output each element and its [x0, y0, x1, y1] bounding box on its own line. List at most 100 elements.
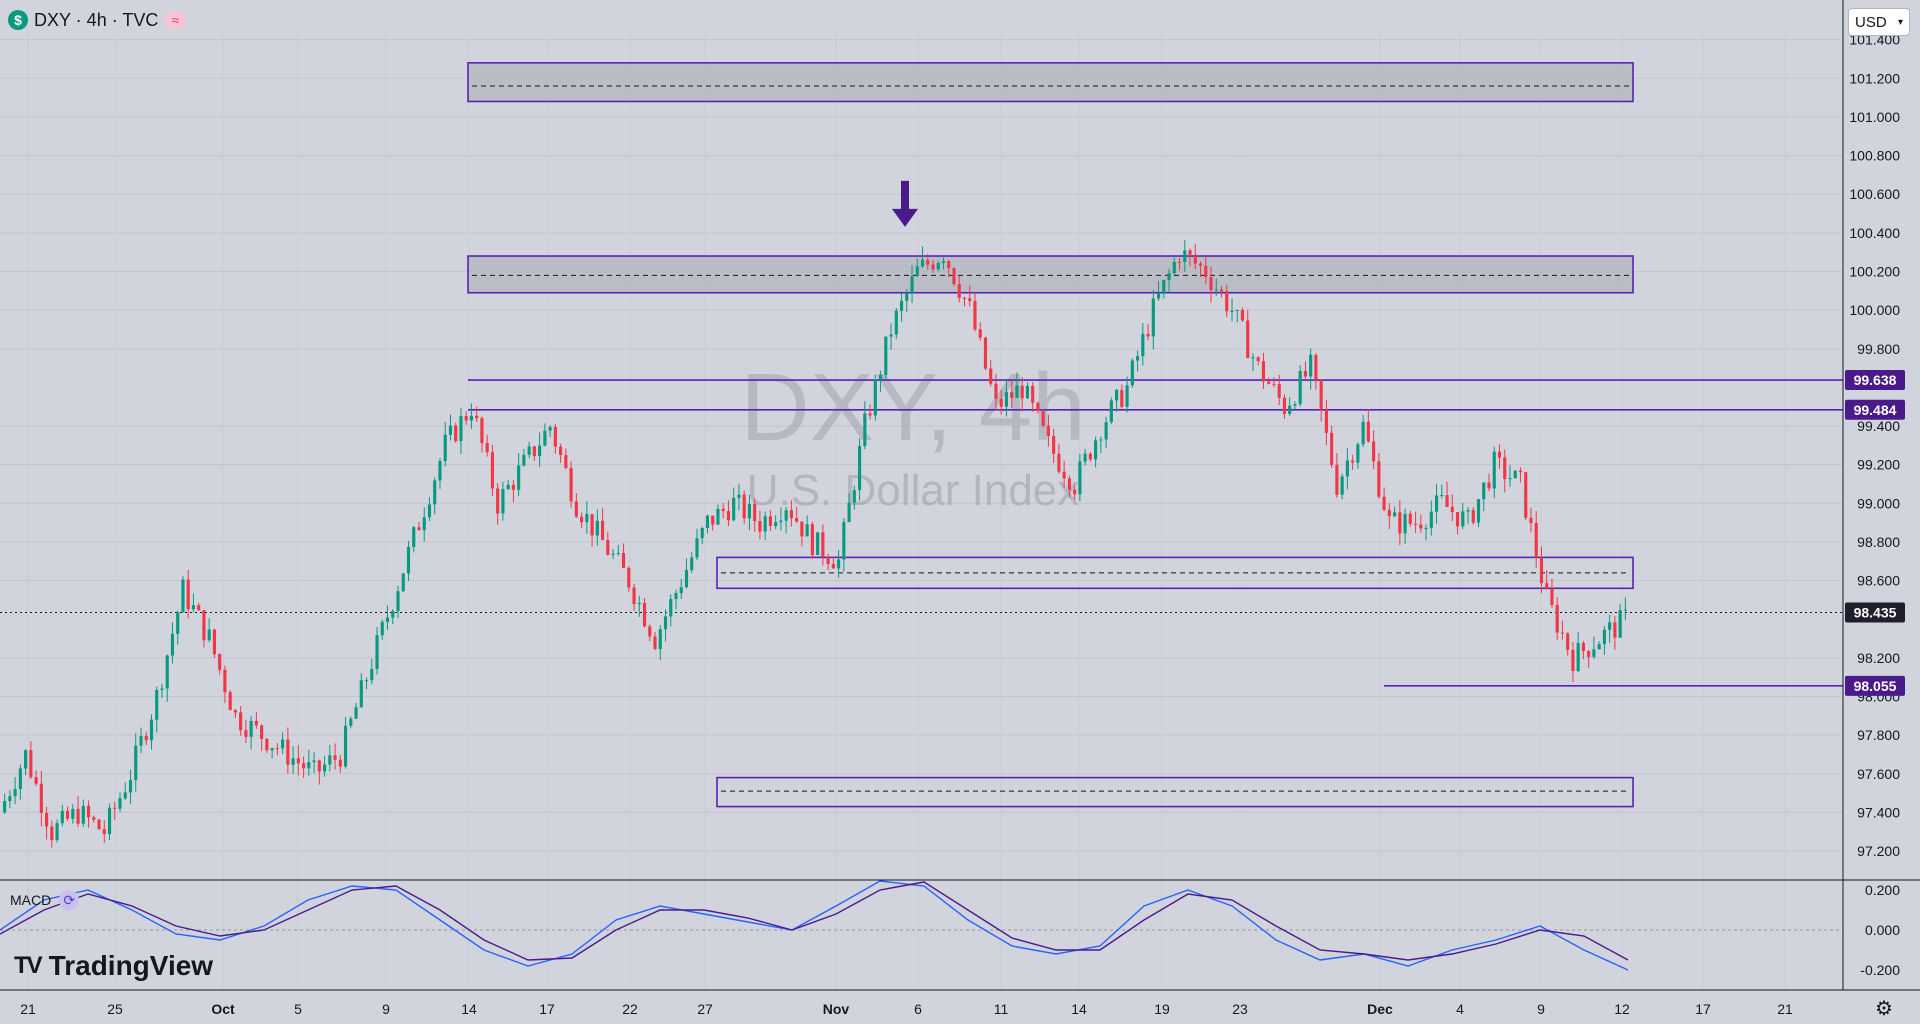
- candle-body: [868, 413, 872, 416]
- candle-body: [128, 779, 133, 793]
- candle-body: [1429, 511, 1433, 528]
- candle-body: [711, 515, 715, 525]
- candle-body: [758, 521, 762, 532]
- symbol-title[interactable]: DXY · 4h · TVC: [34, 9, 159, 30]
- macd-tick-label: 0.200: [1865, 882, 1900, 898]
- candle-body: [464, 416, 468, 421]
- y-tick-label: 97.200: [1857, 843, 1900, 859]
- candle-body: [1073, 489, 1077, 495]
- candle-body: [1592, 649, 1596, 657]
- candle-body: [134, 745, 138, 780]
- candle-body: [1597, 644, 1601, 650]
- candle-body: [24, 750, 28, 769]
- candle-body: [695, 538, 699, 558]
- candle-body: [155, 690, 159, 720]
- y-tick-label: 98.600: [1857, 573, 1900, 589]
- candle-body: [684, 570, 689, 588]
- candle-body: [637, 602, 641, 605]
- refresh-icon[interactable]: ⟳: [59, 890, 80, 910]
- candle-body: [1230, 310, 1234, 312]
- candle-body: [401, 573, 405, 592]
- candle-body: [354, 707, 358, 719]
- watermark-title: DXY, 4h: [740, 354, 1085, 461]
- candle-body: [1104, 422, 1108, 440]
- y-tick-label: 99.400: [1857, 418, 1900, 434]
- candle-body: [338, 759, 342, 767]
- candle-body: [1335, 464, 1339, 495]
- candle-body: [1151, 298, 1155, 337]
- candle-body: [805, 524, 809, 537]
- candle-body: [889, 334, 893, 337]
- candle-body: [1476, 499, 1481, 523]
- x-tick-label: Oct: [211, 1001, 235, 1017]
- candle-body: [396, 591, 400, 612]
- candle-body: [779, 520, 783, 523]
- zone-box[interactable]: [716, 556, 1634, 590]
- macd-legend[interactable]: MACD ⟳: [10, 890, 80, 910]
- candle-body: [55, 823, 59, 841]
- chevron-down-icon: ▾: [1897, 16, 1903, 28]
- signal-line: [0, 881, 1629, 961]
- candle-body: [1613, 622, 1617, 638]
- candle-body: [333, 755, 337, 760]
- candle-body: [816, 532, 820, 555]
- y-tick-label: 100.000: [1849, 302, 1900, 318]
- candle-body: [207, 629, 211, 641]
- macd-label-text: MACD: [10, 892, 52, 908]
- candle-body: [810, 524, 814, 555]
- symbol-header[interactable]: $ DXY · 4h · TVC ≈: [8, 8, 187, 32]
- zone-box[interactable]: [467, 62, 1634, 103]
- candle-body: [349, 718, 353, 726]
- candle-body: [223, 669, 227, 693]
- zone-box[interactable]: [716, 776, 1634, 808]
- candle-body: [994, 383, 998, 399]
- wave-icon[interactable]: ≈: [164, 11, 187, 29]
- candle-body: [1345, 460, 1349, 477]
- candle-body: [674, 593, 678, 600]
- tradingview-logo[interactable]: TV TradingView: [14, 950, 213, 982]
- candle-body: [952, 268, 956, 285]
- candle-body: [1041, 410, 1045, 426]
- candle-body: [1172, 261, 1176, 274]
- candle-body: [863, 413, 867, 447]
- candle-body: [1503, 457, 1507, 480]
- candle-body: [1094, 440, 1098, 460]
- candle-body: [443, 434, 447, 462]
- zone-box[interactable]: [467, 255, 1634, 294]
- x-tick-label: 17: [539, 1001, 555, 1017]
- candle-body: [406, 546, 411, 574]
- candle-body: [580, 516, 584, 523]
- candle-body: [1214, 289, 1218, 291]
- candle-body: [1256, 357, 1260, 362]
- candle-body: [1235, 310, 1239, 312]
- candle-body: [606, 540, 610, 555]
- candle-body: [1303, 371, 1307, 377]
- candle-body: [600, 520, 605, 541]
- candle-body: [260, 725, 264, 739]
- candle-body: [1309, 354, 1313, 377]
- arrow-down-icon[interactable]: [892, 180, 918, 227]
- x-tick-label: 9: [382, 1001, 390, 1017]
- price-label-box: [1845, 675, 1905, 696]
- currency-select[interactable]: USD ▾: [1848, 8, 1910, 36]
- candle-body: [842, 522, 846, 560]
- gear-icon[interactable]: ⚙: [1875, 997, 1893, 1020]
- candle-body: [380, 621, 384, 636]
- candle-body: [433, 480, 437, 505]
- candle-body: [328, 755, 332, 765]
- tradingview-mark-icon: TV: [14, 952, 43, 979]
- candle-body: [8, 796, 12, 802]
- y-tick-label: 97.600: [1857, 766, 1900, 782]
- y-tick-label: 100.800: [1849, 148, 1900, 164]
- price-label: 99.484: [1854, 402, 1897, 418]
- candle-body: [412, 527, 416, 547]
- candle-body: [548, 427, 552, 431]
- candle-body: [768, 516, 772, 526]
- candle-body: [1587, 651, 1591, 657]
- candle-body: [795, 518, 799, 522]
- candle-body: [1618, 610, 1622, 638]
- candle-body: [747, 503, 752, 519]
- candle-body: [1267, 381, 1271, 384]
